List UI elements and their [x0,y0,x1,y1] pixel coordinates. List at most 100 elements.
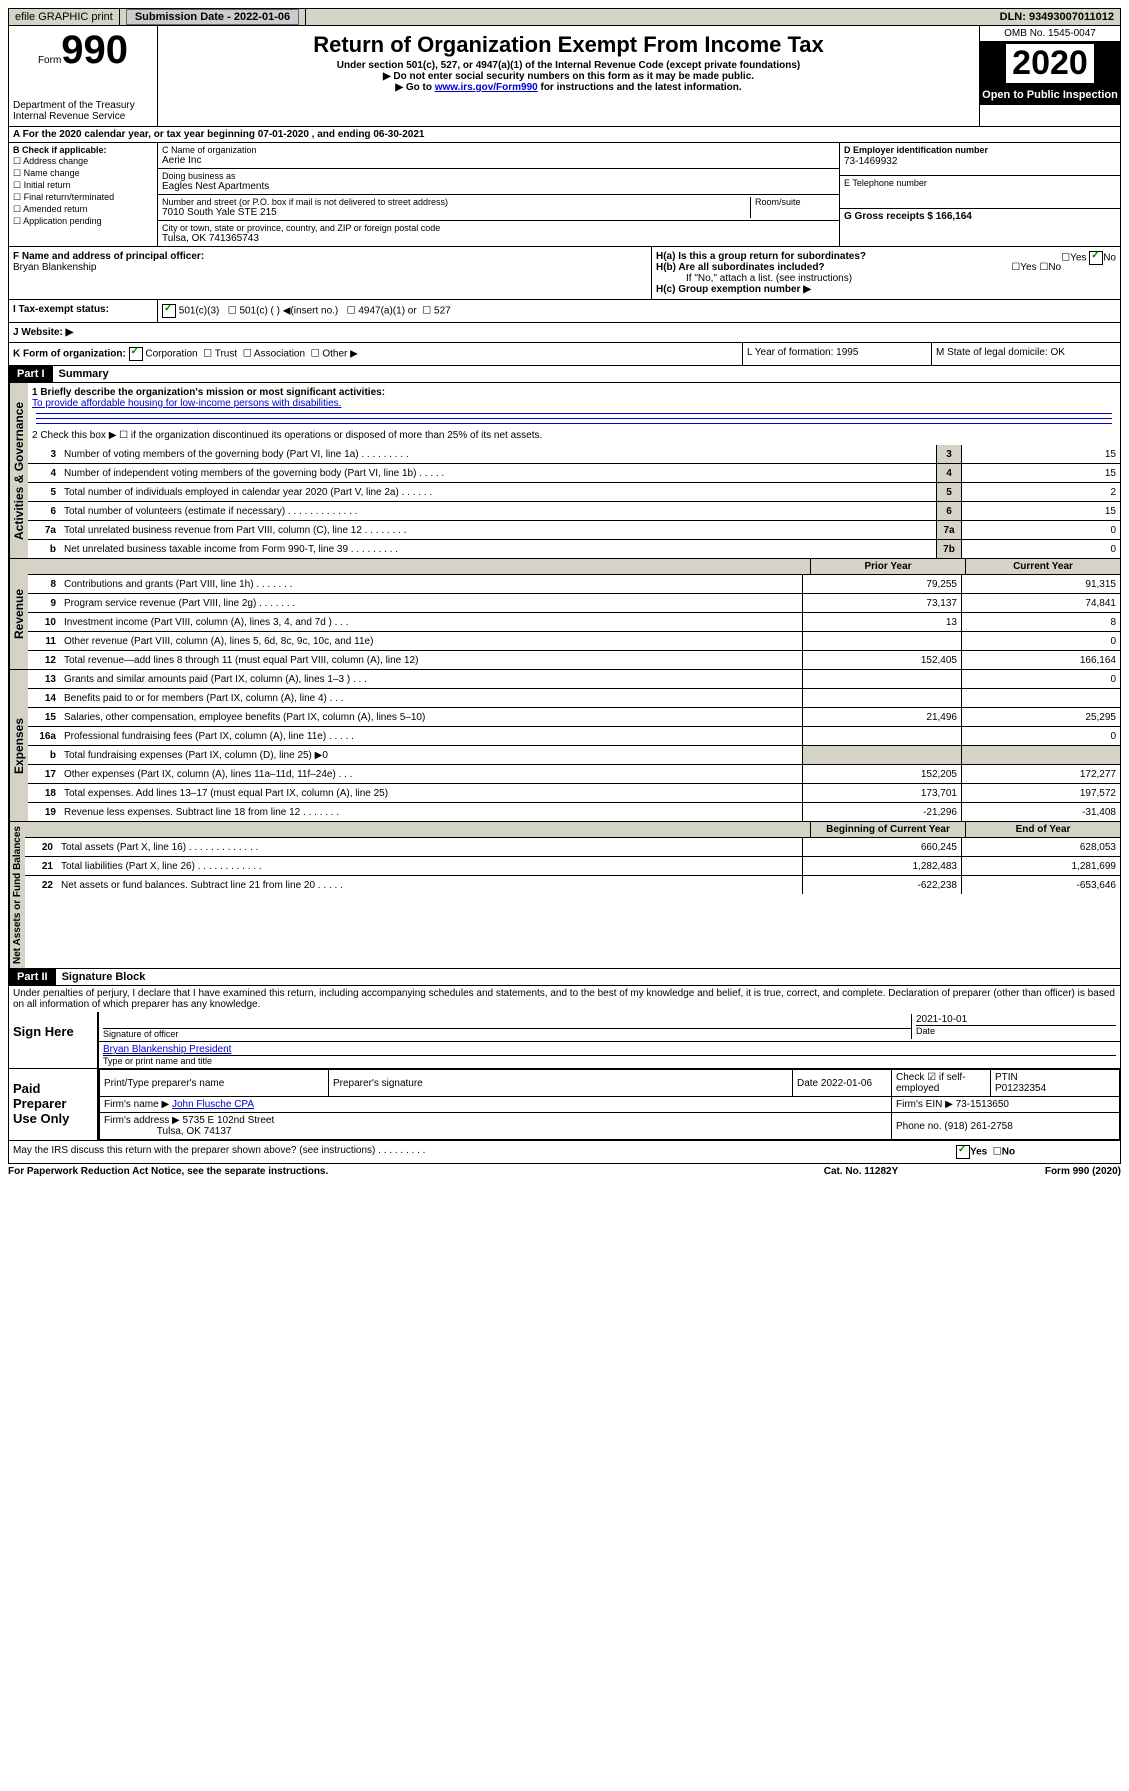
assoc-label: Association [254,349,305,360]
ptin-value: P01232354 [995,1083,1046,1094]
ein-label: D Employer identification number [844,145,988,155]
line2-text: 2 Check this box ▶ ☐ if the organization… [28,426,1120,445]
gov-row: 7aTotal unrelated business revenue from … [28,521,1120,540]
state-domicile: M State of legal domicile: OK [931,343,1120,365]
part-1-header: Part I Summary [8,366,1121,383]
paid-preparer-label: Paid Preparer Use Only [9,1069,97,1140]
form-header: Form990 Department of the Treasury Inter… [8,26,1121,127]
corp-label: Corporation [145,349,197,360]
form-number: 990 [61,28,128,72]
gov-row: bNet unrelated business taxable income f… [28,540,1120,558]
hb-note: If "No," attach a list. (see instruction… [656,273,1116,284]
room-label: Room/suite [751,197,835,218]
part-2-title: Signature Block [56,969,152,985]
net-assets-section: Net Assets or Fund Balances Beginning of… [8,822,1121,969]
city-state-zip: Tulsa, OK 741365743 [162,233,835,244]
form-title: Return of Organization Exempt From Incom… [162,32,975,58]
governance-vlabel: Activities & Governance [9,383,28,558]
data-row: 9Program service revenue (Part VIII, lin… [28,594,1120,613]
addr-label: Number and street (or P.O. box if mail i… [162,197,746,207]
top-bar: efile GRAPHIC print Submission Date - 20… [8,8,1121,26]
hc-label: H(c) Group exemption number ▶ [656,284,811,295]
data-row: 15Salaries, other compensation, employee… [28,708,1120,727]
data-row: 13Grants and similar amounts paid (Part … [28,670,1120,689]
line1-label: 1 Briefly describe the organization's mi… [32,387,385,398]
row-j-label: J Website: ▶ [13,327,73,338]
officer-name-link[interactable]: Bryan Blankenship President [103,1044,231,1055]
dba-label: Doing business as [162,171,835,181]
expenses-vlabel: Expenses [9,670,28,821]
discuss-text: May the IRS discuss this return with the… [9,1141,952,1163]
sig-date: 2021-10-01 [916,1014,1116,1025]
chk-application-pending: Application pending [23,216,102,226]
gov-row: 4Number of independent voting members of… [28,464,1120,483]
preparer-date-col: Date 2022-01-06 [793,1070,892,1097]
name-label: C Name of organization [162,145,835,155]
efile-label: efile GRAPHIC print [9,9,120,25]
open-public-label: Open to Public Inspection [980,85,1120,105]
firm-addr1: 5735 E 102nd Street [183,1115,275,1126]
gov-row: 3Number of voting members of the governi… [28,445,1120,464]
subtitle-1: Under section 501(c), 527, or 4947(a)(1)… [162,60,975,71]
firm-name-link[interactable]: John Flusche CPA [172,1099,254,1110]
corp-checkbox [129,347,143,361]
gov-row: 5Total number of individuals employed in… [28,483,1120,502]
chk-initial-return: Initial return [24,180,71,190]
revenue-vlabel: Revenue [9,559,28,669]
data-row: 18Total expenses. Add lines 13–17 (must … [28,784,1120,803]
data-row: 14Benefits paid to or for members (Part … [28,689,1120,708]
chk-name-change: Name change [24,168,80,178]
ha-no: No [1103,253,1116,264]
501c3-label: 501(c)(3) [179,306,220,317]
governance-section: Activities & Governance 1 Briefly descri… [8,383,1121,559]
gov-row: 6Total number of volunteers (estimate if… [28,502,1120,521]
hb-yes: Yes [1020,262,1036,273]
tax-year: 2020 [1006,44,1094,83]
net-vlabel: Net Assets or Fund Balances [9,822,25,968]
other-label: Other ▶ [322,349,357,360]
info-grid: B Check if applicable: ☐ Address change … [8,143,1121,247]
org-name: Aerie Inc [162,155,835,166]
chk-amended: Amended return [23,204,88,214]
dept-label: Department of the Treasury Internal Reve… [13,100,153,122]
data-row: 11Other revenue (Part VIII, column (A), … [28,632,1120,651]
data-row: 12Total revenue—add lines 8 through 11 (… [28,651,1120,669]
footer-row: For Paperwork Reduction Act Notice, see … [8,1164,1121,1179]
self-employed-col: Check ☑ if self-employed [892,1070,991,1097]
ha-label: H(a) Is this a group return for subordin… [656,251,866,262]
ein-value: 73-1469932 [844,156,897,167]
firm-phone: (918) 261-2758 [944,1121,1012,1132]
form990-link[interactable]: www.irs.gov/Form990 [435,82,538,93]
chk-final-return: Final return/terminated [24,192,115,202]
submission-date-button[interactable]: Submission Date - 2022-01-06 [126,9,299,25]
data-row: 16aProfessional fundraising fees (Part I… [28,727,1120,746]
type-name-label: Type or print name and title [103,1055,1116,1066]
discuss-no: No [1002,1147,1015,1158]
cat-no: Cat. No. 11282Y [761,1166,961,1177]
discuss-yes: Yes [970,1147,987,1158]
dba-name: Eagles Nest Apartments [162,181,835,192]
preparer-name-col: Print/Type preparer's name [100,1070,329,1097]
firm-name-label: Firm's name ▶ [104,1099,169,1110]
firm-ein-label: Firm's EIN ▶ [896,1099,953,1110]
expenses-section: Expenses 13Grants and similar amounts pa… [8,670,1121,822]
trust-label: Trust [215,349,237,360]
principal-officer-row: F Name and address of principal officer:… [8,247,1121,300]
501c-label: 501(c) ( ) ◀(insert no.) [239,306,338,317]
tax-period: A For the 2020 calendar year, or tax yea… [8,127,1121,143]
data-row: 10Investment income (Part VIII, column (… [28,613,1120,632]
data-row: 21Total liabilities (Part X, line 26) . … [25,857,1120,876]
year-formation: L Year of formation: 1995 [742,343,931,365]
part-1-title: Summary [53,366,115,382]
firm-ein: 73-1513650 [956,1099,1009,1110]
row-i-label: I Tax-exempt status: [13,304,109,315]
begin-year-header: Beginning of Current Year [810,822,965,837]
website-row: J Website: ▶ [8,323,1121,343]
gross-receipts: G Gross receipts $ 166,164 [844,211,972,222]
sig-officer-label: Signature of officer [103,1028,911,1039]
ha-no-checkbox [1089,251,1103,265]
subtitle-2: ▶ Do not enter social security numbers o… [162,71,975,82]
data-row: 19Revenue less expenses. Subtract line 1… [28,803,1120,821]
form-footer: Form 990 (2020) [961,1166,1121,1177]
prior-year-header: Prior Year [810,559,965,574]
